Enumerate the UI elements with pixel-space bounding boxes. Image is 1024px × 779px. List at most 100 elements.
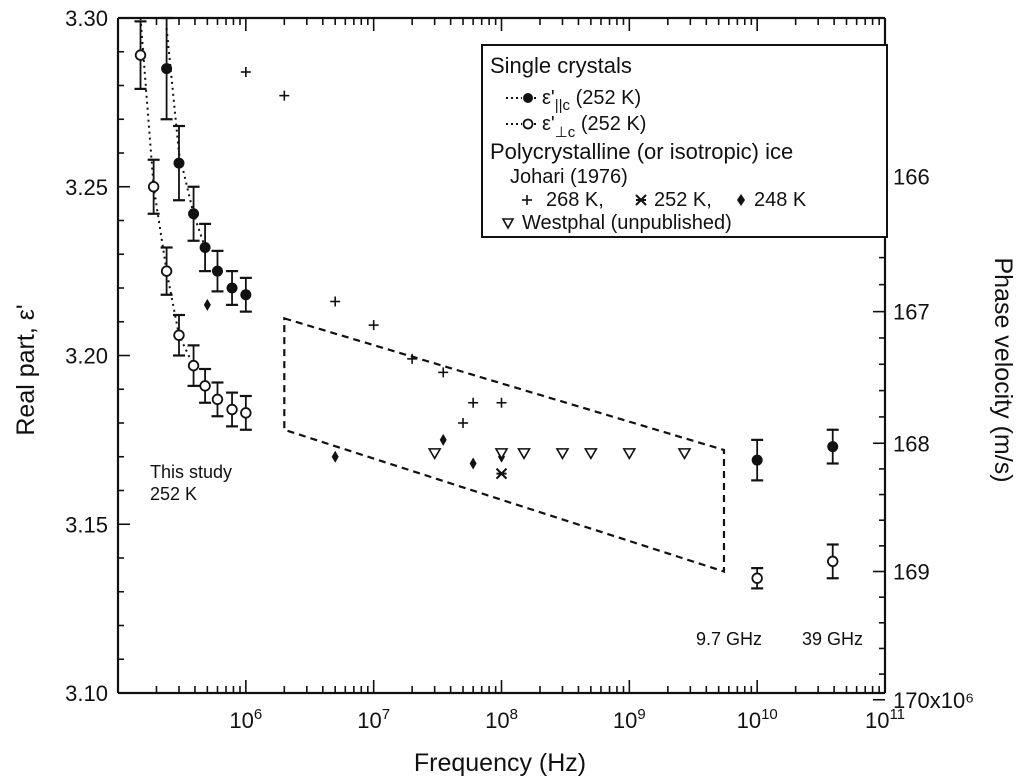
legend-asterisk-marker <box>635 194 647 206</box>
y2-tick-label: 167 <box>893 300 930 325</box>
y2-tick-label: 170x10⁶ <box>893 688 974 713</box>
plus-point <box>438 367 449 378</box>
open-circle-point <box>173 329 185 341</box>
triangle-point <box>583 448 598 460</box>
triangle-point <box>622 448 637 460</box>
legend-open-circle-marker <box>522 118 534 130</box>
annotation-9-7-ghz: 9.7 GHz <box>696 629 762 649</box>
legend-heading-single: Single crystals <box>490 53 632 78</box>
ticks: 106 107 108 109 1010 10113.103.153.203.253.30… <box>65 6 974 733</box>
annotation-39-ghz: 39 GHz <box>802 629 863 649</box>
open-circle-point <box>134 49 147 61</box>
y2-tick-label: 168 <box>893 431 930 456</box>
plus-point <box>279 90 290 101</box>
data-marks <box>134 16 839 590</box>
filled-circle-point <box>211 265 223 277</box>
open-circle-point <box>240 407 252 419</box>
legend-westphal: Westphal (unpublished) <box>522 212 732 234</box>
plus-point <box>368 320 379 331</box>
y2-tick-label: 169 <box>893 560 930 585</box>
legend-filled-circle-marker <box>523 93 533 103</box>
x-tick-exponent: 10 <box>761 706 778 723</box>
x-tick-exponent: 6 <box>254 706 262 723</box>
dotted-fits <box>139 17 207 367</box>
open-circle-point <box>226 403 238 416</box>
legend-plus-marker <box>522 195 532 205</box>
legend-heading-poly: Polycrystalline (or isotropic) ice <box>490 139 793 164</box>
filled-circle-point <box>188 208 200 220</box>
plus-point <box>407 353 418 364</box>
x-tick-exponent: 8 <box>510 706 518 723</box>
diamond-point <box>203 298 211 311</box>
filled-circle-point <box>226 282 238 294</box>
filled-circle-point <box>751 454 763 466</box>
dashed-region <box>283 316 726 574</box>
legend-entry-perp-suffix: (252 K) <box>575 113 646 135</box>
open-circle-point <box>160 265 173 277</box>
filled-circle-point <box>161 63 173 75</box>
legend-source: Johari (1976) <box>510 166 628 188</box>
x-tick-label: 1011 <box>865 706 905 733</box>
diamond-point <box>469 457 477 470</box>
annotation-this-study: This study <box>150 462 232 482</box>
filled-circle-point <box>199 242 211 253</box>
x-tick-exponent: 7 <box>382 706 390 723</box>
open-circle-point <box>187 359 200 372</box>
x-tick-base: 10 <box>357 708 381 733</box>
plus-point <box>496 397 507 408</box>
filled-circle-point <box>827 441 839 453</box>
legend-diamond-marker <box>737 194 745 206</box>
legend-temp-248: 248 K <box>754 189 807 211</box>
open-circle-point <box>211 393 224 406</box>
legend-triangle-marker <box>501 218 515 230</box>
legend-temp-268: 268 K, <box>546 189 604 211</box>
x-tick-label: 108 <box>485 706 518 733</box>
open-circle-point <box>147 181 160 193</box>
triangle-point <box>677 448 692 460</box>
y-axis-label: Real part, ε' <box>12 304 40 435</box>
open-circle-point <box>751 572 763 584</box>
x-tick-exponent: 9 <box>637 706 645 723</box>
open-circle-point <box>199 380 211 392</box>
filled-circle-point <box>240 289 252 301</box>
plus-point <box>240 67 251 77</box>
x-tick-base: 10 <box>737 708 761 733</box>
plus-point <box>458 418 469 428</box>
legend-box <box>481 44 888 238</box>
x-tick-base: 10 <box>485 708 509 733</box>
y2-axis-label: Phase velocity (m/s) <box>989 257 1017 482</box>
diamond-point <box>331 450 339 463</box>
triangle-point <box>494 448 509 460</box>
legend-entry-par: ε'||c (252 K) <box>542 87 641 114</box>
y-tick-label: 3.30 <box>65 6 108 31</box>
triangle-point <box>427 448 442 460</box>
x-tick-label: 106 <box>229 706 262 733</box>
triangle-point <box>517 448 531 460</box>
dashed-region-polygon <box>283 316 726 574</box>
x-tick-label: 107 <box>357 706 390 733</box>
annotation-252k: 252 K <box>150 484 197 504</box>
diamond-point <box>439 433 447 446</box>
dotted-fit-line <box>165 28 207 248</box>
y2-tick-label: 166 <box>893 165 930 190</box>
plus-point <box>330 296 341 307</box>
x-tick-label: 109 <box>613 706 646 733</box>
x-axis-label: Frequency (Hz) <box>414 749 586 777</box>
dotted-fit-line <box>139 17 195 367</box>
legend: Single crystals ε'||c (252 K) ε'⊥c (252 … <box>481 44 888 238</box>
x-tick-exponent: 11 <box>889 706 905 723</box>
legend-entry-par-suffix: (252 K) <box>570 87 641 109</box>
y-tick-label: 3.15 <box>65 512 108 537</box>
asterisk-point <box>495 467 508 480</box>
y-tick-label: 3.20 <box>65 344 108 369</box>
plus-point <box>468 397 479 408</box>
legend-entry-perp-prefix: ε' <box>542 113 555 135</box>
open-circle-point <box>827 555 839 568</box>
legend-temp-252: 252 K, <box>654 189 712 211</box>
legend-entry-par-sub: ||c <box>555 97 571 114</box>
x-tick-base: 10 <box>865 708 889 733</box>
filled-circle-point <box>173 157 185 169</box>
y-tick-label: 3.25 <box>65 175 108 200</box>
legend-entry-par-prefix: ε' <box>542 87 555 109</box>
